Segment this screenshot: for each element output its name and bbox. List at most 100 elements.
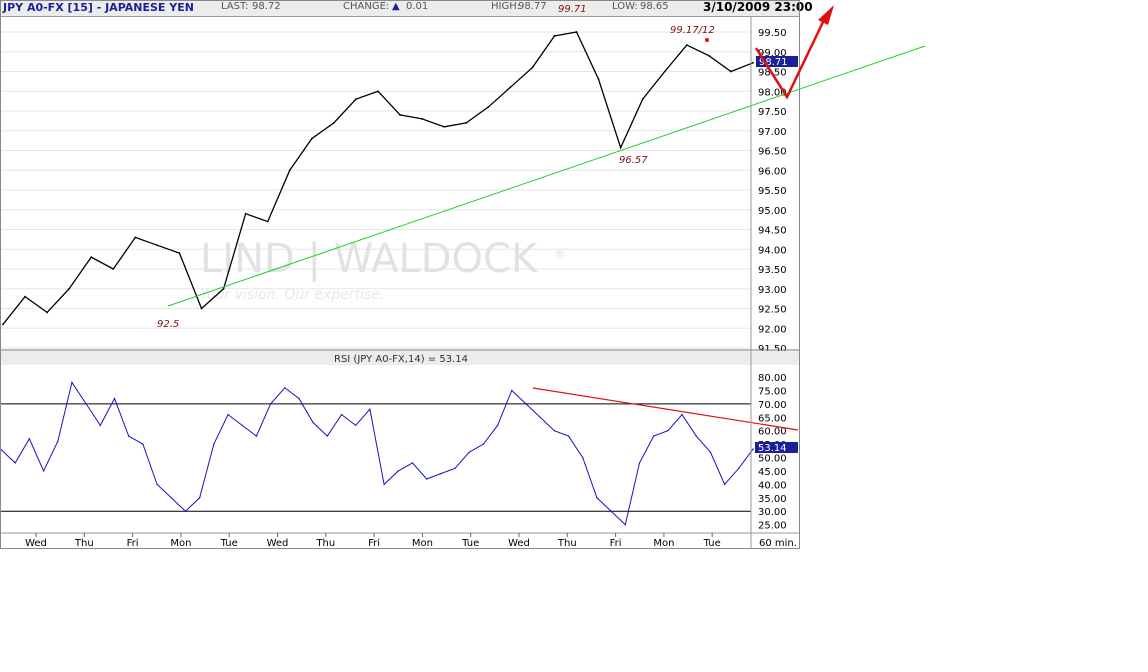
rsi-point xyxy=(198,497,201,499)
chart-header: JPY A0-FX [15] - JAPANESE YEN LAST: 98.7… xyxy=(0,0,813,17)
last-value: 98.72 xyxy=(252,1,281,12)
price-point xyxy=(332,121,335,124)
rsi-point xyxy=(383,483,385,486)
price-point xyxy=(663,70,666,73)
rsi-point xyxy=(411,462,414,464)
price-point xyxy=(421,118,424,120)
rsi-tick-label: 50.00 xyxy=(758,454,787,465)
rsi-point xyxy=(42,470,45,472)
price-point xyxy=(310,137,313,140)
price-point xyxy=(200,307,203,310)
rsi-y-axis: 25.0030.0035.0040.0045.0050.0055.0060.00… xyxy=(758,373,787,532)
support-trendline xyxy=(167,45,926,307)
price-point xyxy=(112,268,115,270)
rsi-point xyxy=(553,430,556,432)
rsi-last-marker xyxy=(755,442,798,453)
rsi-point xyxy=(482,443,485,445)
rsi-point xyxy=(340,413,343,416)
y-tick-label: 99.50 xyxy=(758,28,787,39)
rsi-point xyxy=(468,451,470,453)
x-tick-label: Fri xyxy=(610,538,622,549)
rsi-point xyxy=(213,443,215,445)
y-tick-label: 92.00 xyxy=(758,324,787,335)
change-label: CHANGE: xyxy=(343,1,390,12)
price-point xyxy=(68,287,71,290)
rsi-point xyxy=(709,451,712,453)
rsi-point xyxy=(511,389,513,392)
rsi-point xyxy=(71,381,73,384)
rsi-point xyxy=(269,403,272,405)
rsi-point xyxy=(567,435,570,437)
rsi-point xyxy=(241,424,243,427)
rsi-tick-label: 25.00 xyxy=(758,521,787,532)
price-point xyxy=(752,61,754,64)
price-point xyxy=(509,86,512,89)
rsi-point xyxy=(255,435,258,437)
rsi-point xyxy=(113,397,116,400)
price-point xyxy=(178,252,181,255)
price-y-axis: 91.5092.0092.5093.0093.5094.0094.5095.00… xyxy=(758,28,787,355)
price-point xyxy=(641,98,644,101)
price-point xyxy=(730,70,732,73)
price-point xyxy=(487,106,490,108)
rsi-point xyxy=(667,430,669,432)
price-point xyxy=(266,220,269,223)
rsi-tick-label: 30.00 xyxy=(758,507,787,518)
price-point xyxy=(134,236,137,239)
rsi-series xyxy=(0,381,754,526)
low-value: 98.65 xyxy=(640,1,669,12)
y-tick-label: 97.00 xyxy=(758,127,787,138)
rsi-point xyxy=(454,467,456,469)
y-tick-label: 92.50 xyxy=(758,305,787,316)
rsi-point xyxy=(85,403,87,405)
rsi-title: RSI (JPY A0-FX,14) = 53.14 xyxy=(334,354,468,365)
rsi-tick-label: 60.00 xyxy=(758,427,787,438)
price-point xyxy=(90,256,93,259)
rsi-point xyxy=(57,440,59,443)
rsi-tick-label: 35.00 xyxy=(758,494,787,505)
rsi-tick-label: 40.00 xyxy=(758,480,787,491)
rsi-point xyxy=(312,421,314,424)
price-annotation: 99.71 xyxy=(558,4,587,15)
price-point xyxy=(685,44,688,46)
rsi-point xyxy=(440,472,442,475)
y-tick-label: 94.00 xyxy=(758,245,787,256)
price-point xyxy=(707,54,710,57)
rsi-tick-label: 65.00 xyxy=(758,413,787,424)
rsi-point xyxy=(638,462,641,464)
y-tick-label: 93.50 xyxy=(758,265,787,276)
last-price-label: 98.71 xyxy=(759,57,788,68)
rsi-point xyxy=(652,435,655,437)
x-tick-label: Mon xyxy=(170,538,191,549)
rsi-point xyxy=(142,443,144,445)
projection-arrowhead-icon xyxy=(818,5,834,25)
rsi-point xyxy=(539,416,541,418)
y-tick-label: 95.00 xyxy=(758,206,787,217)
rsi-point xyxy=(227,413,229,416)
x-tick-label: Thu xyxy=(315,538,335,549)
high-label: HIGH: xyxy=(491,1,521,12)
y-tick-label: 98.00 xyxy=(758,87,787,98)
y-tick-label: 97.50 xyxy=(758,107,787,118)
rsi-point xyxy=(369,408,371,410)
rsi-point xyxy=(184,510,187,512)
rsi-tick-label: 80.00 xyxy=(758,373,787,384)
watermark-trademark: ® xyxy=(554,247,566,261)
x-tick-label: Wed xyxy=(508,538,530,549)
price-point xyxy=(443,125,446,128)
price-point xyxy=(597,78,600,81)
rsi-point xyxy=(624,523,627,526)
rsi-tick-label: 75.00 xyxy=(758,386,787,397)
rsi-point xyxy=(582,456,584,459)
price-grid xyxy=(0,31,751,349)
price-point xyxy=(553,35,556,37)
price-point xyxy=(355,98,357,101)
rsi-point xyxy=(738,467,740,469)
rsi-point xyxy=(496,424,499,427)
x-tick-label: Thu xyxy=(557,538,577,549)
rsi-point xyxy=(752,448,754,450)
price-point xyxy=(46,311,49,314)
price-point xyxy=(2,323,4,326)
rsi-point xyxy=(28,438,31,440)
